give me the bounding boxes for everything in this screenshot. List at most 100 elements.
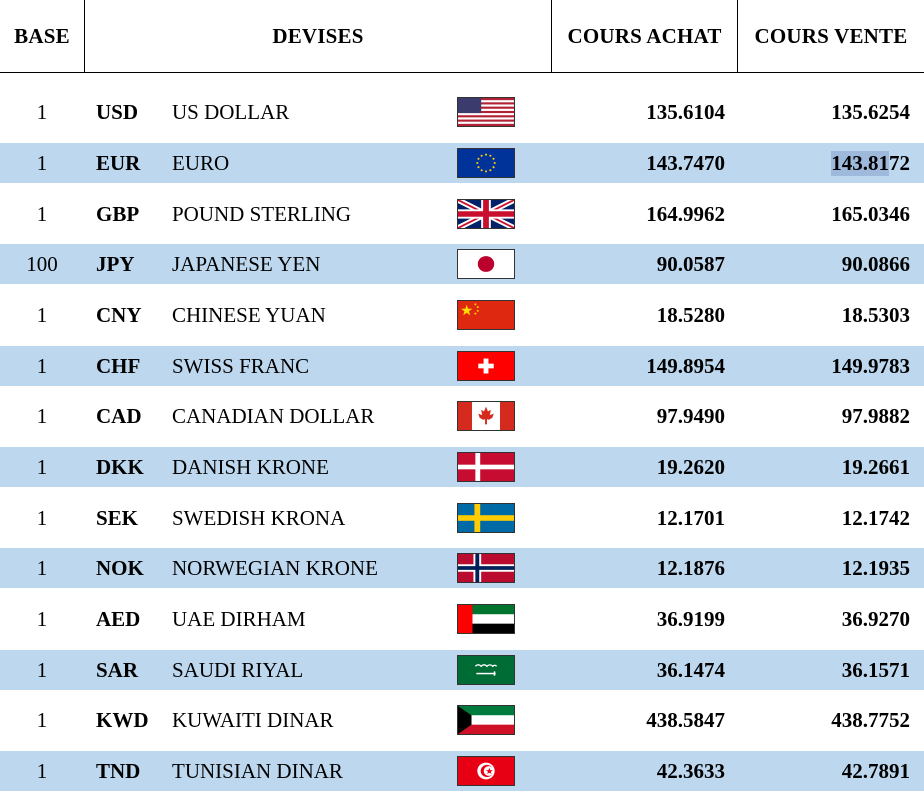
sell-rate: 12.1935 bbox=[841, 555, 910, 580]
currency-name: TUNISIAN DINAR bbox=[172, 758, 343, 783]
china-flag-icon bbox=[457, 300, 515, 330]
canada-flag-icon bbox=[457, 401, 515, 431]
column-divider bbox=[551, 0, 552, 73]
sell-rate: 18.5303 bbox=[841, 302, 910, 327]
sell-rate: 12.1742 bbox=[841, 505, 910, 530]
sell-rate[interactable]: 143.81 72 bbox=[831, 143, 910, 183]
sell-rate-rest: 72 bbox=[889, 150, 910, 175]
table-row: 1 EUR EURO 143.7470 143.81 72 bbox=[0, 143, 924, 183]
table-row: 1 CNY CHINESE YUAN 18.5280 18.5303 bbox=[0, 295, 924, 335]
currency-code: NOK bbox=[96, 555, 144, 580]
table-row: 1 GBP POUND STERLING 164.9962 165.0346 bbox=[0, 194, 924, 234]
base-value: 1 bbox=[36, 758, 48, 783]
table-row: 1 AED UAE DIRHAM 36.9199 36.9270 bbox=[0, 599, 924, 639]
sell-rate: 135.6254 bbox=[831, 99, 910, 124]
column-divider bbox=[737, 0, 738, 73]
base-value: 1 bbox=[36, 505, 48, 530]
uk-flag-icon bbox=[457, 199, 515, 229]
currency-code: SAR bbox=[96, 657, 139, 682]
buy-rate: 18.5280 bbox=[656, 302, 725, 327]
table-row: 1 CHF SWISS FRANC 149.8954 149.9783 bbox=[0, 346, 924, 386]
japan-flag-icon bbox=[457, 249, 515, 279]
table-row: 1 TND TUNISIAN DINAR 42.3633 42.7891 bbox=[0, 751, 924, 791]
header-divider bbox=[0, 72, 924, 73]
currency-code: DKK bbox=[96, 454, 144, 479]
currency-name: EURO bbox=[172, 150, 230, 175]
base-value: 1 bbox=[36, 353, 48, 378]
buy-rate: 42.3633 bbox=[656, 758, 725, 783]
sell-rate: 19.2661 bbox=[841, 454, 910, 479]
base-value: 1 bbox=[36, 99, 48, 124]
buy-rate: 149.8954 bbox=[646, 353, 725, 378]
table-row: 1 NOK NORWEGIAN KRONE 12.1876 12.1935 bbox=[0, 548, 924, 588]
header-base: BASE bbox=[14, 23, 70, 48]
eu-flag-icon bbox=[457, 148, 515, 178]
sweden-flag-icon bbox=[457, 503, 515, 533]
text-selection-highlight[interactable]: 143.81 bbox=[831, 150, 889, 176]
currency-name: SAUDI RIYAL bbox=[172, 657, 304, 682]
currency-name: US DOLLAR bbox=[172, 99, 290, 124]
table-row: 100 JPY JAPANESE YEN 90.0587 90.0866 bbox=[0, 244, 924, 284]
table-row: 1 SEK SWEDISH KRONA 12.1701 12.1742 bbox=[0, 498, 924, 538]
base-value: 1 bbox=[36, 555, 48, 580]
saudi-flag-icon bbox=[457, 655, 515, 685]
currency-code: AED bbox=[96, 606, 141, 631]
norway-flag-icon bbox=[457, 553, 515, 583]
currency-name: SWISS FRANC bbox=[172, 353, 310, 378]
table-row: 1 DKK DANISH KRONE 19.2620 19.2661 bbox=[0, 447, 924, 487]
currency-name: KUWAITI DINAR bbox=[172, 707, 334, 732]
sell-rate: 42.7891 bbox=[841, 758, 910, 783]
swiss-flag-icon bbox=[457, 351, 515, 381]
currency-code: JPY bbox=[96, 251, 135, 276]
currency-name: DANISH KRONE bbox=[172, 454, 329, 479]
base-value: 1 bbox=[36, 707, 48, 732]
currency-code: USD bbox=[96, 99, 139, 124]
currency-code: SEK bbox=[96, 505, 139, 530]
buy-rate: 90.0587 bbox=[656, 251, 725, 276]
buy-rate: 19.2620 bbox=[656, 454, 725, 479]
sell-rate: 36.1571 bbox=[841, 657, 910, 682]
buy-rate: 12.1701 bbox=[656, 505, 725, 530]
base-value: 1 bbox=[36, 150, 48, 175]
buy-rate: 135.6104 bbox=[646, 99, 725, 124]
sell-rate: 90.0866 bbox=[841, 251, 910, 276]
buy-rate: 97.9490 bbox=[656, 403, 725, 428]
uae-flag-icon bbox=[457, 604, 515, 634]
currency-code: KWD bbox=[96, 707, 149, 732]
base-value: 1 bbox=[36, 657, 48, 682]
buy-rate: 438.5847 bbox=[646, 707, 725, 732]
currency-code: EUR bbox=[96, 150, 141, 175]
currency-name: CHINESE YUAN bbox=[172, 302, 326, 327]
table-row: 1 SAR SAUDI RIYAL 36.1474 36.1571 bbox=[0, 650, 924, 690]
buy-rate: 143.7470 bbox=[646, 150, 725, 175]
currency-name: JAPANESE YEN bbox=[172, 251, 321, 276]
currency-code: TND bbox=[96, 758, 141, 783]
header-devises: DEVISES bbox=[272, 23, 364, 48]
header-cours-achat: COURS ACHAT bbox=[567, 23, 722, 48]
denmark-flag-icon bbox=[457, 452, 515, 482]
kuwait-flag-icon bbox=[457, 705, 515, 735]
currency-code: CNY bbox=[96, 302, 142, 327]
tunisia-flag-icon bbox=[457, 756, 515, 786]
currency-name: POUND STERLING bbox=[172, 201, 352, 226]
buy-rate: 36.9199 bbox=[656, 606, 725, 631]
sell-rate: 36.9270 bbox=[841, 606, 910, 631]
buy-rate: 12.1876 bbox=[656, 555, 725, 580]
currency-name: UAE DIRHAM bbox=[172, 606, 306, 631]
table-row: 1 CAD CANADIAN DOLLAR 97.9490 97.9882 bbox=[0, 396, 924, 436]
sell-rate: 149.9783 bbox=[831, 353, 910, 378]
currency-name: CANADIAN DOLLAR bbox=[172, 403, 375, 428]
us-flag-icon bbox=[457, 97, 515, 127]
table-row: 1 KWD KUWAITI DINAR 438.5847 438.7752 bbox=[0, 700, 924, 740]
column-divider bbox=[84, 0, 85, 73]
buy-rate: 164.9962 bbox=[646, 201, 725, 226]
base-value: 1 bbox=[36, 302, 48, 327]
base-value: 100 bbox=[26, 251, 58, 276]
currency-name: NORWEGIAN KRONE bbox=[172, 555, 378, 580]
currency-code: GBP bbox=[96, 201, 140, 226]
currency-code: CAD bbox=[96, 403, 142, 428]
buy-rate: 36.1474 bbox=[656, 657, 725, 682]
base-value: 1 bbox=[36, 454, 48, 479]
table-row: 1 USD US DOLLAR 135.6104 135.6254 bbox=[0, 92, 924, 132]
